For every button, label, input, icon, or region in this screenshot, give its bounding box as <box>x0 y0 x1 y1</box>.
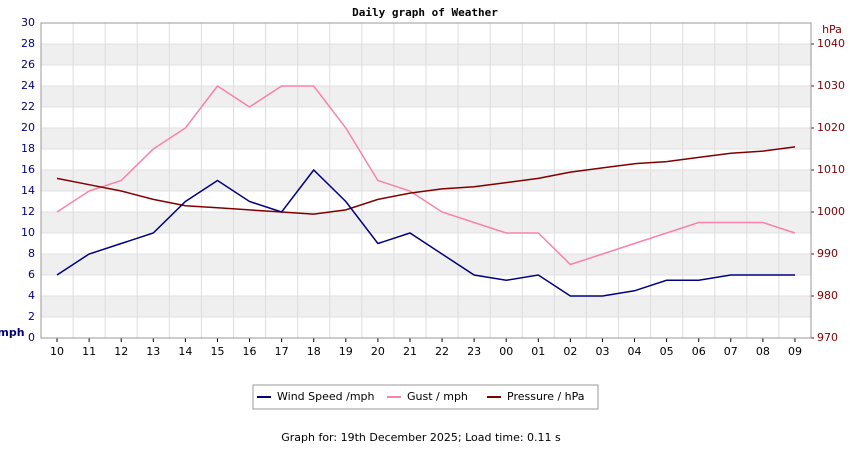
y2-tick-label: 990 <box>817 247 838 260</box>
legend-box <box>252 384 599 410</box>
x-tick-label: 16 <box>243 345 257 358</box>
y-tick-label: 20 <box>21 121 35 134</box>
y2-tick-label: 1040 <box>817 37 845 50</box>
x-tick-label: 02 <box>563 345 577 358</box>
x-tick-label: 23 <box>467 345 481 358</box>
x-tick-label: 11 <box>82 345 96 358</box>
x-tick-label: 20 <box>371 345 385 358</box>
y2-tick-label: 1010 <box>817 163 845 176</box>
y-tick-label: 18 <box>21 142 35 155</box>
y-tick-label: 24 <box>21 79 35 92</box>
y2-tick-label: 980 <box>817 289 838 302</box>
x-tick-label: 00 <box>499 345 513 358</box>
x-tick-label: 05 <box>660 345 674 358</box>
x-tick-label: 15 <box>210 345 224 358</box>
x-tick-label: 08 <box>756 345 770 358</box>
y-tick-label: 2 <box>28 310 35 323</box>
y-tick-label: 4 <box>28 289 35 302</box>
series-line <box>56 168 795 297</box>
x-tick-label: 10 <box>50 345 64 358</box>
series-line <box>56 84 796 266</box>
y-tick-label: 12 <box>21 205 35 218</box>
y-tick-label: 30 <box>21 16 35 29</box>
legend-label: Wind Speed /mph <box>277 390 375 403</box>
series-line <box>56 146 796 215</box>
y2-tick-label: 1000 <box>817 205 845 218</box>
y-tick-label: 26 <box>21 58 35 71</box>
x-tick-label: 09 <box>788 345 802 358</box>
y2-tick-label: 1020 <box>817 121 845 134</box>
y2-tick-label: 1030 <box>817 79 845 92</box>
x-tick-label: 17 <box>275 345 289 358</box>
x-tick-label: 13 <box>146 345 160 358</box>
x-tick-label: 07 <box>724 345 738 358</box>
legend-label: Pressure / hPa <box>507 390 585 403</box>
x-tick-label: 21 <box>403 345 417 358</box>
y-tick-label: 28 <box>21 37 35 50</box>
legend-label: Gust / mph <box>407 390 468 403</box>
x-tick-label: 18 <box>307 345 321 358</box>
y-tick-label: 22 <box>21 100 35 113</box>
x-tick-label: 22 <box>435 345 449 358</box>
y-tick-label: 16 <box>21 163 35 176</box>
x-tick-label: 01 <box>531 345 545 358</box>
chart-title: Daily graph of Weather <box>352 6 498 19</box>
y-tick-label: 14 <box>21 184 35 197</box>
y-axis-label: mph <box>0 326 25 339</box>
y2-axis-label: hPa <box>822 23 842 36</box>
plot-frame <box>40 22 812 339</box>
y-tick-label: 0 <box>28 331 35 344</box>
x-tick-label: 06 <box>692 345 706 358</box>
x-tick-label: 04 <box>628 345 642 358</box>
y-tick-label: 6 <box>28 268 35 281</box>
footer: Graph for: 19th December 2025; Load time… <box>281 431 561 444</box>
y2-tick-label: 970 <box>817 331 838 344</box>
x-tick-label: 03 <box>595 345 609 358</box>
y-tick-label: 10 <box>21 226 35 239</box>
x-tick-label: 14 <box>178 345 192 358</box>
x-tick-label: 19 <box>339 345 353 358</box>
x-tick-label: 12 <box>114 345 128 358</box>
y-tick-label: 8 <box>28 247 35 260</box>
